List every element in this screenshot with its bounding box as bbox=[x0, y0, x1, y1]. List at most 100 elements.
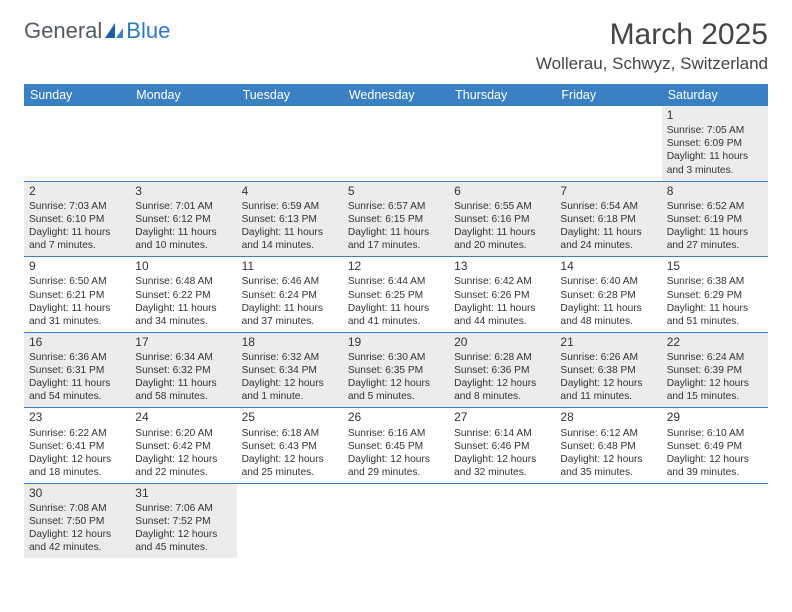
sunset-text: Sunset: 7:52 PM bbox=[135, 515, 231, 528]
calendar-cell bbox=[24, 106, 130, 181]
day-number: 18 bbox=[242, 335, 338, 350]
day-number: 22 bbox=[667, 335, 763, 350]
daylight-text: Daylight: 12 hours and 42 minutes. bbox=[29, 528, 125, 554]
sunrise-text: Sunrise: 6:16 AM bbox=[348, 427, 444, 440]
day-number: 11 bbox=[242, 259, 338, 274]
calendar-cell: 2Sunrise: 7:03 AMSunset: 6:10 PMDaylight… bbox=[24, 181, 130, 257]
calendar-cell: 27Sunrise: 6:14 AMSunset: 6:46 PMDayligh… bbox=[449, 408, 555, 484]
sunrise-text: Sunrise: 6:32 AM bbox=[242, 351, 338, 364]
sunrise-text: Sunrise: 6:20 AM bbox=[135, 427, 231, 440]
day-number: 30 bbox=[29, 486, 125, 501]
daylight-text: Daylight: 12 hours and 18 minutes. bbox=[29, 453, 125, 479]
daylight-text: Daylight: 12 hours and 25 minutes. bbox=[242, 453, 338, 479]
daylight-text: Daylight: 12 hours and 15 minutes. bbox=[667, 377, 763, 403]
sunset-text: Sunset: 7:50 PM bbox=[29, 515, 125, 528]
calendar-cell: 11Sunrise: 6:46 AMSunset: 6:24 PMDayligh… bbox=[237, 257, 343, 333]
sunrise-text: Sunrise: 6:55 AM bbox=[454, 200, 550, 213]
sunrise-text: Sunrise: 6:30 AM bbox=[348, 351, 444, 364]
calendar-cell: 17Sunrise: 6:34 AMSunset: 6:32 PMDayligh… bbox=[130, 332, 236, 408]
sunset-text: Sunset: 6:22 PM bbox=[135, 289, 231, 302]
calendar-cell: 26Sunrise: 6:16 AMSunset: 6:45 PMDayligh… bbox=[343, 408, 449, 484]
day-header: Sunday bbox=[24, 84, 130, 106]
calendar-cell: 21Sunrise: 6:26 AMSunset: 6:38 PMDayligh… bbox=[555, 332, 661, 408]
sunset-text: Sunset: 6:39 PM bbox=[667, 364, 763, 377]
sunset-text: Sunset: 6:46 PM bbox=[454, 440, 550, 453]
sunset-text: Sunset: 6:34 PM bbox=[242, 364, 338, 377]
day-header: Wednesday bbox=[343, 84, 449, 106]
sunrise-text: Sunrise: 6:59 AM bbox=[242, 200, 338, 213]
sunrise-text: Sunrise: 6:22 AM bbox=[29, 427, 125, 440]
calendar-cell: 14Sunrise: 6:40 AMSunset: 6:28 PMDayligh… bbox=[555, 257, 661, 333]
calendar-week-row: 23Sunrise: 6:22 AMSunset: 6:41 PMDayligh… bbox=[24, 408, 768, 484]
sunrise-text: Sunrise: 6:54 AM bbox=[560, 200, 656, 213]
location-text: Wollerau, Schwyz, Switzerland bbox=[536, 54, 768, 74]
logo: General Blue bbox=[24, 18, 170, 44]
sunset-text: Sunset: 6:09 PM bbox=[667, 137, 763, 150]
daylight-text: Daylight: 11 hours and 7 minutes. bbox=[29, 226, 125, 252]
daylight-text: Daylight: 11 hours and 24 minutes. bbox=[560, 226, 656, 252]
sunset-text: Sunset: 6:36 PM bbox=[454, 364, 550, 377]
sunrise-text: Sunrise: 7:03 AM bbox=[29, 200, 125, 213]
sunset-text: Sunset: 6:32 PM bbox=[135, 364, 231, 377]
calendar-cell: 25Sunrise: 6:18 AMSunset: 6:43 PMDayligh… bbox=[237, 408, 343, 484]
day-number: 8 bbox=[667, 184, 763, 199]
daylight-text: Daylight: 12 hours and 39 minutes. bbox=[667, 453, 763, 479]
sunset-text: Sunset: 6:35 PM bbox=[348, 364, 444, 377]
day-number: 24 bbox=[135, 410, 231, 425]
sunset-text: Sunset: 6:19 PM bbox=[667, 213, 763, 226]
sunrise-text: Sunrise: 6:24 AM bbox=[667, 351, 763, 364]
calendar-cell: 1Sunrise: 7:05 AMSunset: 6:09 PMDaylight… bbox=[662, 106, 768, 181]
day-number: 1 bbox=[667, 108, 763, 123]
daylight-text: Daylight: 12 hours and 29 minutes. bbox=[348, 453, 444, 479]
calendar-cell bbox=[555, 483, 661, 558]
calendar-cell: 12Sunrise: 6:44 AMSunset: 6:25 PMDayligh… bbox=[343, 257, 449, 333]
sunrise-text: Sunrise: 6:50 AM bbox=[29, 275, 125, 288]
calendar-cell: 13Sunrise: 6:42 AMSunset: 6:26 PMDayligh… bbox=[449, 257, 555, 333]
month-title: March 2025 bbox=[536, 18, 768, 52]
day-number: 13 bbox=[454, 259, 550, 274]
calendar-cell bbox=[449, 106, 555, 181]
daylight-text: Daylight: 11 hours and 48 minutes. bbox=[560, 302, 656, 328]
day-number: 26 bbox=[348, 410, 444, 425]
calendar-cell: 30Sunrise: 7:08 AMSunset: 7:50 PMDayligh… bbox=[24, 483, 130, 558]
sunset-text: Sunset: 6:42 PM bbox=[135, 440, 231, 453]
daylight-text: Daylight: 12 hours and 5 minutes. bbox=[348, 377, 444, 403]
sunrise-text: Sunrise: 6:57 AM bbox=[348, 200, 444, 213]
sunset-text: Sunset: 6:10 PM bbox=[29, 213, 125, 226]
sunset-text: Sunset: 6:41 PM bbox=[29, 440, 125, 453]
calendar-cell bbox=[237, 106, 343, 181]
sunset-text: Sunset: 6:31 PM bbox=[29, 364, 125, 377]
sunset-text: Sunset: 6:16 PM bbox=[454, 213, 550, 226]
sunrise-text: Sunrise: 6:10 AM bbox=[667, 427, 763, 440]
daylight-text: Daylight: 11 hours and 14 minutes. bbox=[242, 226, 338, 252]
daylight-text: Daylight: 12 hours and 45 minutes. bbox=[135, 528, 231, 554]
sunrise-text: Sunrise: 6:38 AM bbox=[667, 275, 763, 288]
sunset-text: Sunset: 6:43 PM bbox=[242, 440, 338, 453]
calendar-cell: 24Sunrise: 6:20 AMSunset: 6:42 PMDayligh… bbox=[130, 408, 236, 484]
sunrise-text: Sunrise: 6:34 AM bbox=[135, 351, 231, 364]
calendar-week-row: 2Sunrise: 7:03 AMSunset: 6:10 PMDaylight… bbox=[24, 181, 768, 257]
calendar-week-row: 16Sunrise: 6:36 AMSunset: 6:31 PMDayligh… bbox=[24, 332, 768, 408]
day-number: 17 bbox=[135, 335, 231, 350]
calendar-cell bbox=[662, 483, 768, 558]
day-number: 29 bbox=[667, 410, 763, 425]
daylight-text: Daylight: 11 hours and 10 minutes. bbox=[135, 226, 231, 252]
page-header: General Blue March 2025 Wollerau, Schwyz… bbox=[24, 18, 768, 74]
daylight-text: Daylight: 12 hours and 32 minutes. bbox=[454, 453, 550, 479]
day-number: 31 bbox=[135, 486, 231, 501]
calendar-cell bbox=[343, 106, 449, 181]
day-number: 7 bbox=[560, 184, 656, 199]
calendar-cell: 23Sunrise: 6:22 AMSunset: 6:41 PMDayligh… bbox=[24, 408, 130, 484]
daylight-text: Daylight: 11 hours and 44 minutes. bbox=[454, 302, 550, 328]
day-header: Tuesday bbox=[237, 84, 343, 106]
day-number: 12 bbox=[348, 259, 444, 274]
sunrise-text: Sunrise: 7:08 AM bbox=[29, 502, 125, 515]
sunset-text: Sunset: 6:28 PM bbox=[560, 289, 656, 302]
sunrise-text: Sunrise: 6:48 AM bbox=[135, 275, 231, 288]
daylight-text: Daylight: 11 hours and 41 minutes. bbox=[348, 302, 444, 328]
calendar-cell: 15Sunrise: 6:38 AMSunset: 6:29 PMDayligh… bbox=[662, 257, 768, 333]
calendar-cell: 10Sunrise: 6:48 AMSunset: 6:22 PMDayligh… bbox=[130, 257, 236, 333]
day-header: Thursday bbox=[449, 84, 555, 106]
sunrise-text: Sunrise: 7:05 AM bbox=[667, 124, 763, 137]
calendar-cell bbox=[343, 483, 449, 558]
